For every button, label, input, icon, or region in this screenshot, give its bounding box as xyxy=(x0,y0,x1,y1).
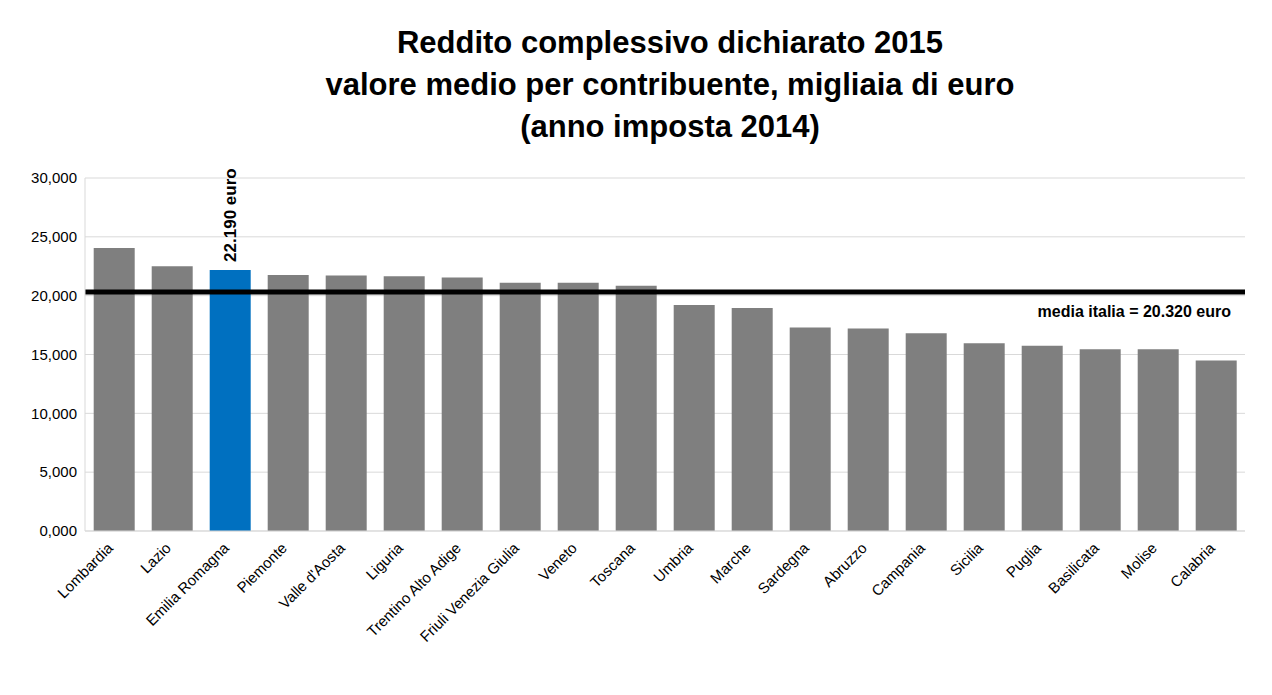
svg-text:Emilia Romagna: Emilia Romagna xyxy=(142,539,232,629)
svg-text:Umbria: Umbria xyxy=(650,539,697,586)
svg-text:Valle d'Aosta: Valle d'Aosta xyxy=(275,539,348,612)
svg-text:Lombardia: Lombardia xyxy=(54,539,117,602)
svg-text:Trentino Alto Adige: Trentino Alto Adige xyxy=(363,539,464,640)
html-text:Reddito complessivo dichiarato: Reddito complessivo dichiarato 2015 xyxy=(396,25,944,60)
svg-text:Liguria: Liguria xyxy=(362,539,406,583)
svg-text:Abruzzo: Abruzzo xyxy=(819,539,870,590)
svg-text:Piemonte: Piemonte xyxy=(233,539,290,596)
html-text:valore medio per contribuente,: valore medio per contribuente, migliaia … xyxy=(325,67,1015,102)
svg-text:Lazio: Lazio xyxy=(137,539,174,576)
svg-text:20,000: 20,000 xyxy=(31,287,77,304)
html-text:(anno imposta 2014): (anno imposta 2014) xyxy=(520,109,820,144)
svg-text:22.190 euro: 22.190 euro xyxy=(221,168,240,262)
svg-text:0,000: 0,000 xyxy=(39,522,77,539)
svg-text:10,000: 10,000 xyxy=(31,405,77,422)
svg-text:Friuli Venezia Giulia: Friuli Venezia Giulia xyxy=(416,539,522,645)
svg-text:Marche: Marche xyxy=(707,539,754,586)
svg-text:Basilicata: Basilicata xyxy=(1045,539,1103,597)
svg-text:Campania: Campania xyxy=(868,539,929,600)
svg-text:15,000: 15,000 xyxy=(31,346,77,363)
svg-text:media italia = 20.320 euro: media italia = 20.320 euro xyxy=(1038,303,1232,320)
svg-text:Veneto: Veneto xyxy=(535,539,580,584)
svg-text:Molise: Molise xyxy=(1117,539,1160,582)
svg-text:Sardegna: Sardegna xyxy=(754,539,812,597)
svg-text:Calabria: Calabria xyxy=(1167,539,1219,591)
svg-text:5,000: 5,000 xyxy=(39,463,77,480)
svg-text:Puglia: Puglia xyxy=(1003,539,1045,581)
svg-text:30,000: 30,000 xyxy=(31,169,77,186)
svg-text:Sicilia: Sicilia xyxy=(946,539,986,579)
svg-text:Toscana: Toscana xyxy=(587,539,639,591)
svg-text:25,000: 25,000 xyxy=(31,228,77,245)
